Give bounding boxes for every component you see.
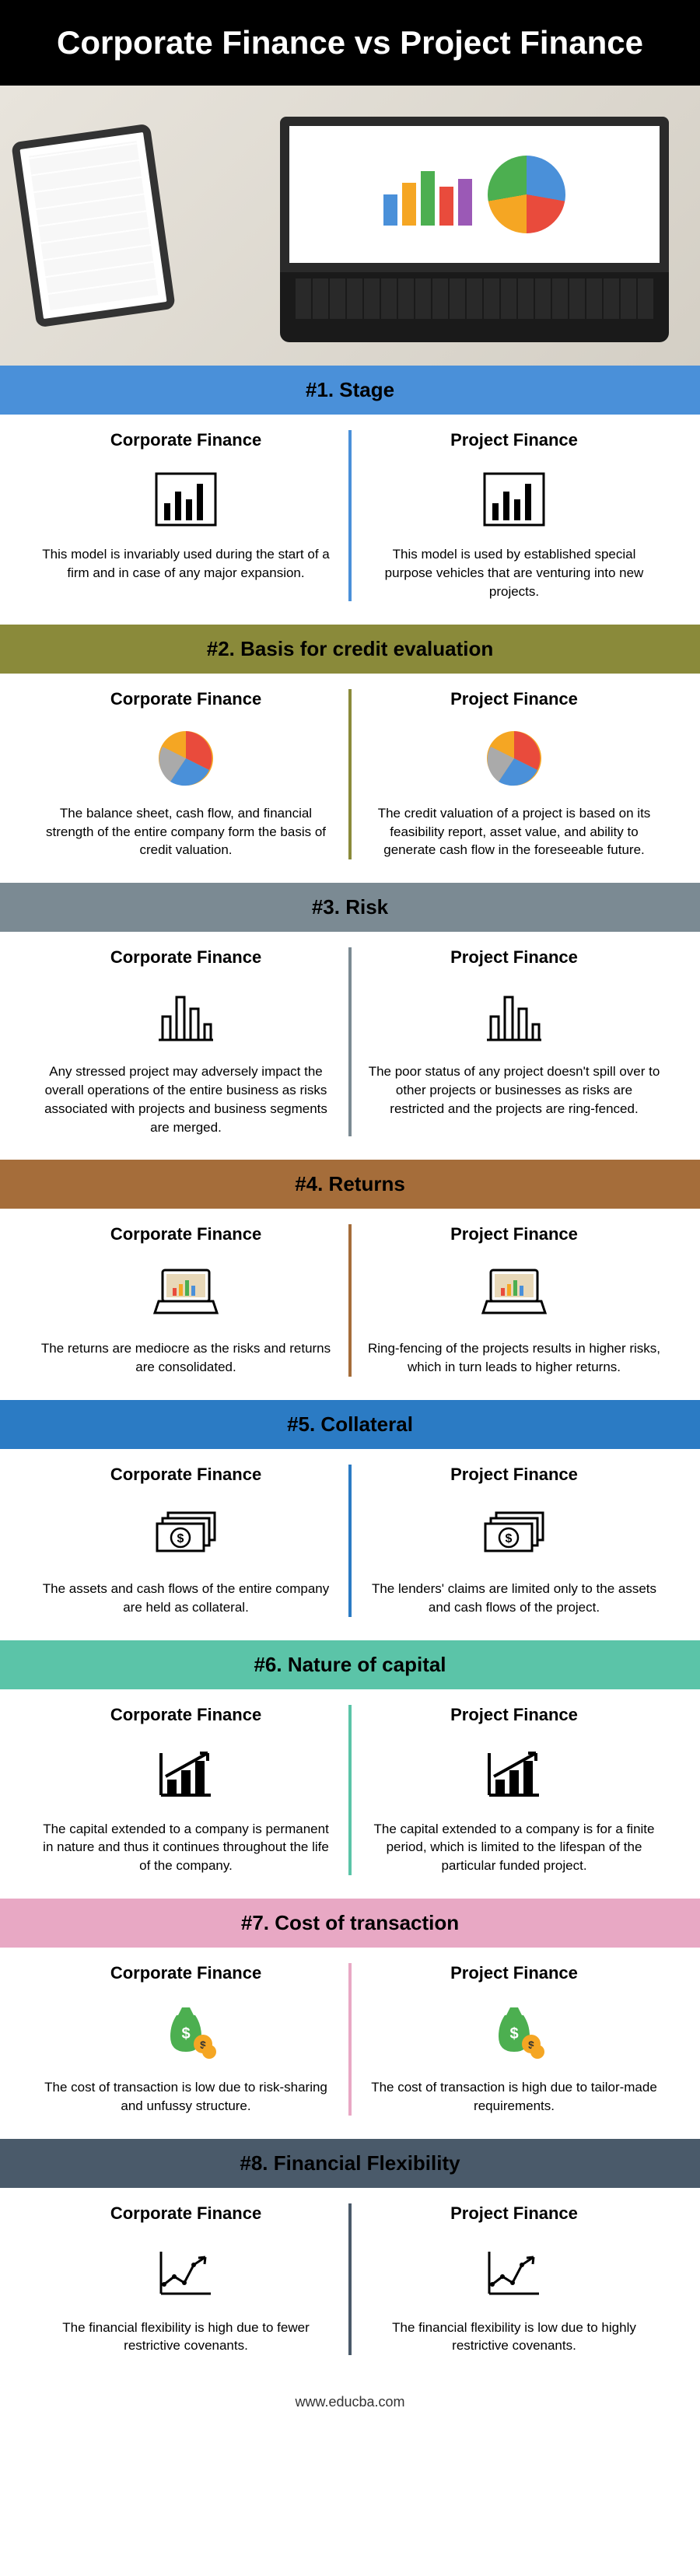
comparison-row: Corporate Finance The financial flexibili… [0,2188,700,2379]
left-description: The assets and cash flows of the entire … [39,1580,333,1617]
moneybag-icon: $$ [39,1997,333,2067]
right-description: Ring-fencing of the projects results in … [367,1339,661,1377]
left-description: Any stressed project may adversely impac… [39,1062,333,1136]
comparison-row: Corporate Finance The balance sheet, cash… [0,674,700,883]
left-column: Corporate Finance The financial flexibili… [23,2203,348,2356]
column-title: Corporate Finance [39,1224,333,1244]
right-description: The credit valuation of a project is bas… [367,804,661,859]
right-description: The lenders' claims are limited only to … [367,1580,661,1617]
column-title: Corporate Finance [39,689,333,709]
right-column: Project Finance The financial flexibility… [352,2203,677,2356]
left-description: The cost of transaction is low due to ri… [39,2078,333,2116]
left-column: Corporate Finance $ The assets and cash fl… [23,1465,348,1617]
left-column: Corporate Finance The capital extended to… [23,1705,348,1875]
hero-image [0,86,700,366]
column-title: Project Finance [367,689,661,709]
laptop-icon [367,1258,661,1328]
left-column: Corporate Finance The returns are mediocr… [23,1224,348,1377]
comparison-row: Corporate Finance This model is invariabl… [0,415,700,624]
comparison-row: Corporate Finance Any stressed project ma… [0,932,700,1160]
right-column: Project Finance $ The lenders' claims are … [352,1465,677,1617]
section-header: #1. Stage [0,366,700,415]
right-description: The capital extended to a company is for… [367,1820,661,1875]
growth-icon [367,1739,661,1809]
bars-icon [39,982,333,1052]
column-title: Project Finance [367,2203,661,2224]
column-title: Project Finance [367,1963,661,1983]
tablet-illustration [11,124,176,328]
money-icon: $ [39,1499,333,1569]
svg-text:$: $ [177,1532,184,1545]
column-title: Corporate Finance [39,1705,333,1725]
barchart-icon [39,464,333,534]
piechart-icon [39,723,333,793]
left-column: Corporate Finance This model is invariabl… [23,430,348,600]
growth-icon [39,1739,333,1809]
piechart-icon [367,723,661,793]
right-column: Project Finance Ring-fencing of the proje… [352,1224,677,1377]
left-column: Corporate Finance The balance sheet, cash… [23,689,348,859]
left-description: The capital extended to a company is per… [39,1820,333,1875]
column-title: Project Finance [367,430,661,450]
right-column: Project Finance This model is used by est… [352,430,677,600]
section-header: #6. Nature of capital [0,1640,700,1689]
svg-text:$: $ [509,2025,518,2042]
right-description: The poor status of any project doesn't s… [367,1062,661,1118]
left-description: The returns are mediocre as the risks an… [39,1339,333,1377]
column-title: Corporate Finance [39,430,333,450]
comparison-row: Corporate Finance The returns are mediocr… [0,1209,700,1400]
section-header: #5. Collateral [0,1400,700,1449]
right-column: Project Finance $$ The cost of transaction… [352,1963,677,2116]
column-title: Corporate Finance [39,947,333,968]
column-title: Corporate Finance [39,1963,333,1983]
barchart-icon [367,464,661,534]
money-icon: $ [367,1499,661,1569]
trend-icon [367,2238,661,2308]
column-title: Corporate Finance [39,1465,333,1485]
right-column: Project Finance The credit valuation of a… [352,689,677,859]
left-description: The financial flexibility is high due to… [39,2319,333,2356]
left-column: Corporate Finance Any stressed project ma… [23,947,348,1136]
bars-icon [367,982,661,1052]
column-title: Project Finance [367,1705,661,1725]
comparison-row: Corporate Finance$$The cost of transacti… [0,1948,700,2139]
section-header: #7. Cost of transaction [0,1899,700,1948]
page-title: Corporate Finance vs Project Finance [0,0,700,86]
laptop-illustration [280,117,669,350]
column-title: Project Finance [367,1465,661,1485]
right-description: The financial flexibility is low due to … [367,2319,661,2356]
column-title: Corporate Finance [39,2203,333,2224]
right-description: This model is used by established specia… [367,545,661,600]
svg-text:$: $ [181,2025,190,2042]
left-description: This model is invariably used during the… [39,545,333,583]
section-header: #4. Returns [0,1160,700,1209]
right-column: Project Finance The poor status of any pr… [352,947,677,1136]
left-description: The balance sheet, cash flow, and financ… [39,804,333,859]
comparison-row: Corporate Finance The capital extended to… [0,1689,700,1899]
moneybag-icon: $$ [367,1997,661,2067]
section-header: #3. Risk [0,883,700,932]
laptop-icon [39,1258,333,1328]
trend-icon [39,2238,333,2308]
section-header: #2. Basis for credit evaluation [0,625,700,674]
comparison-row: Corporate Finance $ The assets and cash fl… [0,1449,700,1640]
right-column: Project Finance The capital extended to a… [352,1705,677,1875]
footer-url: www.educba.com [0,2378,700,2426]
left-column: Corporate Finance $$ The cost of transacti… [23,1963,348,2116]
section-header: #8. Financial Flexibility [0,2139,700,2188]
right-description: The cost of transaction is high due to t… [367,2078,661,2116]
svg-text:$: $ [506,1532,513,1545]
column-title: Project Finance [367,947,661,968]
column-title: Project Finance [367,1224,661,1244]
